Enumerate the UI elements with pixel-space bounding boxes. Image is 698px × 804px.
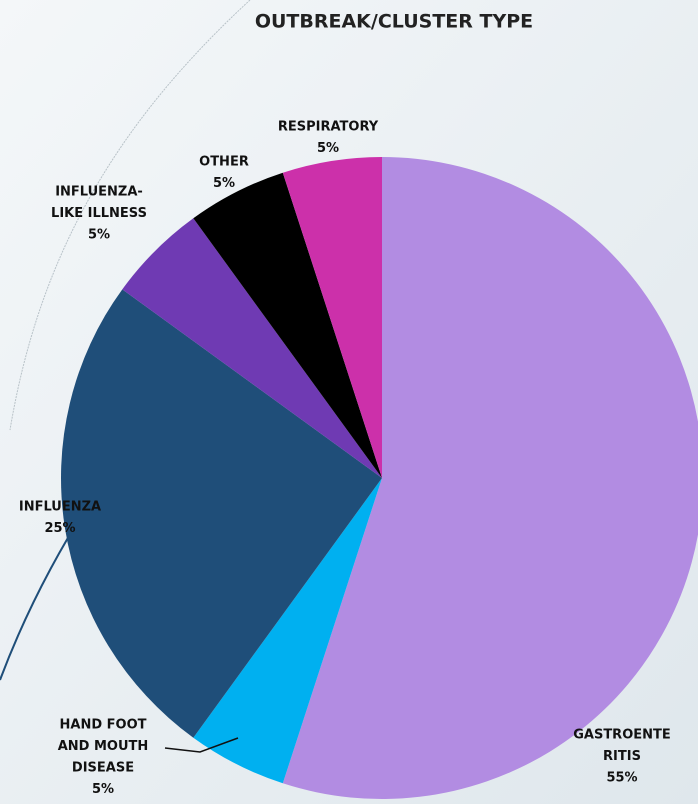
slice-label: OTHER [199,155,249,170]
slice-label: AND MOUTH [58,739,149,754]
pie-slice [60,289,383,738]
pie-slice [122,218,382,478]
leader-line [164,737,239,753]
value-label: 5% [317,141,339,156]
value-label: 25% [44,521,75,536]
slice-label: HAND FOOT [60,718,147,733]
slice-label: LIKE ILLNESS [51,206,147,221]
value-label: 55% [606,771,637,786]
value-label: 5% [213,176,235,191]
slice-label: INFLUENZA- [55,185,143,200]
pie [60,157,698,799]
slice-label: INFLUENZA [19,500,101,515]
slice-label: GASTROENTE [573,728,671,743]
pie-slice [282,157,382,478]
value-label: 5% [88,228,110,243]
slice-label: RESPIRATORY [278,120,379,135]
value-label: 5% [92,782,114,797]
decoration [9,0,251,431]
slice-label: RITIS [603,749,641,764]
pie-slice [193,172,382,478]
pie-slice [193,478,382,784]
chart-title: OUTBREAK/CLUSTER TYPE [255,11,533,33]
labels: GASTROENTE RITIS 55% HAND FOOT AND MOUTH DISE… [19,120,671,798]
pie-slice [282,157,698,799]
slice-label: DISEASE [72,761,134,776]
